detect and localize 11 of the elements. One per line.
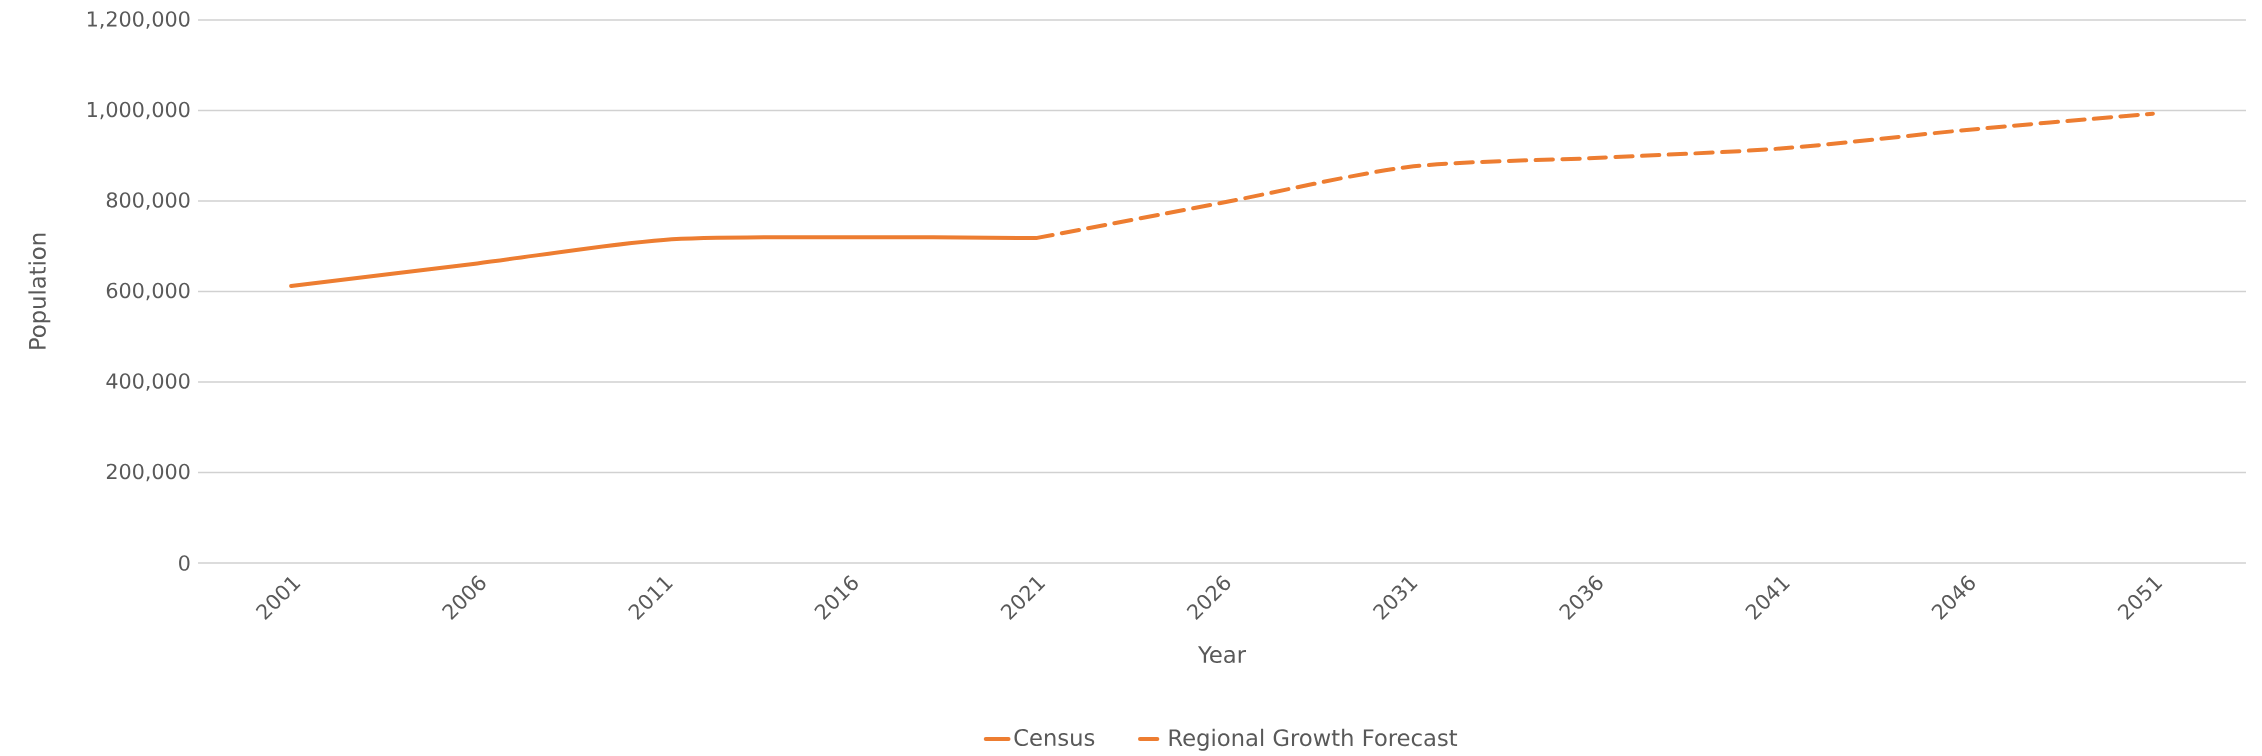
y-tick-label: 200,000 <box>106 463 190 482</box>
legend-label: Regional Growth Forecast <box>1169 728 1458 751</box>
y-axis-title: Population <box>28 233 51 349</box>
y-tick-label: 1,200,000 <box>87 11 190 29</box>
y-tick-label: 0 <box>179 555 190 571</box>
y-tick-label: 1,000,000 <box>87 101 190 120</box>
y-tick-label: 400,000 <box>106 373 190 391</box>
x-axis-title: Year <box>1197 646 1247 664</box>
legend-label: Census <box>1014 728 1095 747</box>
y-tick-label: 600,000 <box>106 282 190 301</box>
y-tick-label: 800,000 <box>106 192 190 210</box>
